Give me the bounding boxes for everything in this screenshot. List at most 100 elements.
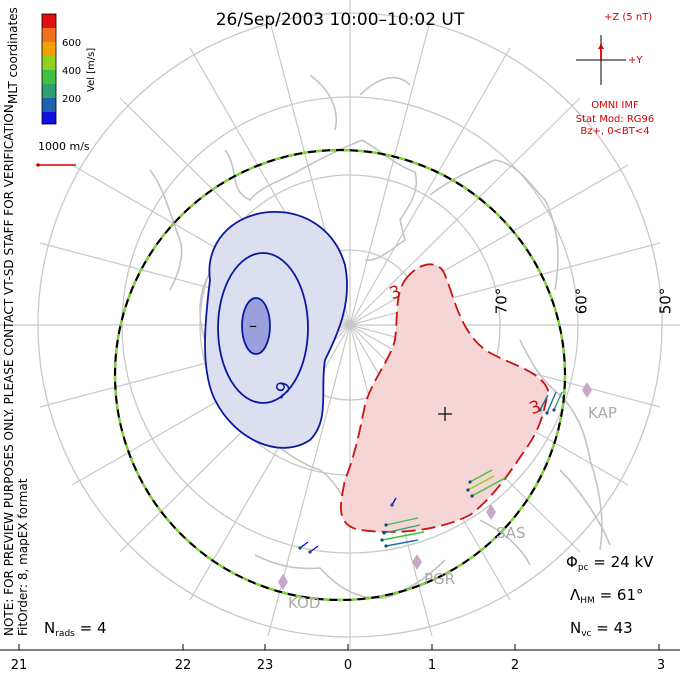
colorbar-segment — [42, 84, 56, 98]
site-label-sas: SAS — [496, 524, 526, 542]
imf-vector-head — [598, 44, 604, 49]
colorbar-tick-400: 400 — [62, 66, 82, 77]
velocity-scale-origin — [36, 163, 40, 167]
mlt-label-0: 0 — [343, 658, 353, 673]
vector-origin — [298, 546, 302, 550]
vector-origin — [466, 488, 470, 492]
colorbar-tick-600: 600 — [62, 38, 82, 49]
stat-nvc-value: = 43 — [596, 619, 633, 637]
negative-cell-mid — [217, 252, 309, 404]
mlt-label-2: 2 — [510, 658, 520, 673]
site-label-pgr: PGR — [424, 570, 456, 588]
stat-potential-sub: pc — [577, 563, 589, 573]
stat-nrads-value: = 4 — [79, 619, 107, 637]
stat-hm-symbol: Λ — [570, 586, 581, 604]
colorbar-segment — [42, 42, 56, 56]
vector-origin — [545, 411, 549, 415]
vector-origin — [390, 503, 394, 507]
coastline-islands — [309, 74, 411, 131]
site-label-kap: KAP — [588, 404, 617, 422]
negative-cell-outer — [204, 211, 348, 449]
velocity-vector — [471, 477, 506, 497]
coords-label: MLT coordinates — [6, 7, 20, 104]
colorbar-tick-200: 200 — [62, 94, 82, 105]
velocity-vector — [385, 517, 419, 526]
potential-min-marker: – — [249, 316, 257, 335]
velocity-vector — [299, 541, 309, 549]
latitude-label-50: 50° — [656, 287, 675, 315]
site-label-kod: KOD — [288, 594, 321, 612]
latitude-label-60: 60° — [572, 287, 591, 315]
meridian — [349, 164, 629, 326]
site-marker-kod — [278, 574, 288, 590]
mlt-label-22: 22 — [174, 658, 192, 673]
velocity-scale-label: 1000 m/s — [38, 140, 90, 153]
vector-origin — [380, 538, 384, 542]
vector-origin — [538, 408, 542, 412]
velocity-vector — [385, 539, 419, 547]
velocity-vector — [383, 524, 421, 534]
latitude-label-70: 70° — [492, 287, 511, 315]
velocity-vector — [539, 394, 549, 411]
imf-source: OMNI IMF — [591, 100, 639, 111]
colorbar — [41, 13, 57, 125]
velocity-vector — [553, 391, 563, 411]
coastlines — [149, 74, 611, 600]
stat-nrads-symbol: N — [44, 619, 56, 637]
stat-hm-value: = 61° — [599, 586, 644, 604]
velocity-vector — [309, 545, 319, 553]
stat-hm-sub: HM — [580, 596, 595, 606]
stat-nvc-sub: vc — [581, 629, 592, 639]
colorbar-segment — [42, 98, 56, 112]
colorbar-segment — [42, 28, 56, 42]
velocity-vector — [469, 469, 493, 483]
colorbar-unit-label: Vel [m/s] — [86, 47, 97, 92]
mlt-label-1: 1 — [427, 658, 437, 673]
velocity-vector — [381, 531, 425, 541]
colorbar-segment — [42, 14, 56, 28]
vector-origin — [552, 408, 556, 412]
fit-info: FitOrder: 8, mapEX format — [16, 478, 30, 636]
mlt-label-3: 3 — [656, 658, 666, 673]
imf-model: Stat Mod: RG96 — [575, 114, 655, 125]
coastline-greenland — [224, 139, 418, 261]
coastline-siberia — [429, 159, 559, 291]
meridian — [349, 13, 433, 326]
positive-cell — [340, 263, 549, 533]
coastline-canada — [149, 169, 183, 291]
stat-nvc-symbol: N — [570, 619, 582, 637]
vector-origin — [384, 523, 388, 527]
mlt-label-23: 23 — [256, 658, 274, 673]
vector-origin — [384, 544, 388, 548]
mlt-label-21: 21 — [10, 658, 28, 673]
preview-note: NOTE: FOR PREVIEW PURPOSES ONLY. PLEASE … — [2, 100, 16, 636]
velocity-vector — [546, 391, 557, 414]
colorbar-segment — [42, 56, 56, 70]
velocity-vectors — [299, 391, 563, 553]
coastline-alaska — [254, 554, 446, 600]
colorbar-frame — [41, 13, 57, 125]
imf-condition: Bz+, 0<BT<4 — [580, 126, 650, 137]
negative-cell-core — [241, 297, 271, 355]
imf-z-label: +Z (5 nT) — [604, 12, 653, 23]
hm-boundary-dash — [113, 148, 567, 602]
site-marker-pgr — [412, 554, 422, 570]
meridian — [349, 97, 581, 326]
site-markers — [278, 382, 592, 590]
vector-origin — [468, 480, 472, 484]
stat-potential-value: = 24 kV — [593, 553, 654, 571]
vector-origins — [298, 408, 556, 554]
imf-dial — [576, 35, 626, 85]
meridian — [349, 47, 511, 326]
vector-origin — [470, 494, 474, 498]
imf-y-label: +Y — [628, 55, 643, 66]
stat-radar-count: Nrads = 4 — [44, 619, 107, 639]
map-title: 26/Sep/2003 10:00–10:02 UT — [215, 10, 465, 30]
stat-nrads-sub: rads — [55, 629, 75, 639]
colorbar-segment — [42, 112, 56, 124]
stat-potential: Φpc = 24 kV — [566, 553, 653, 573]
site-marker-sas — [486, 504, 496, 520]
stat-vector-count: Nvc = 43 — [570, 619, 633, 639]
